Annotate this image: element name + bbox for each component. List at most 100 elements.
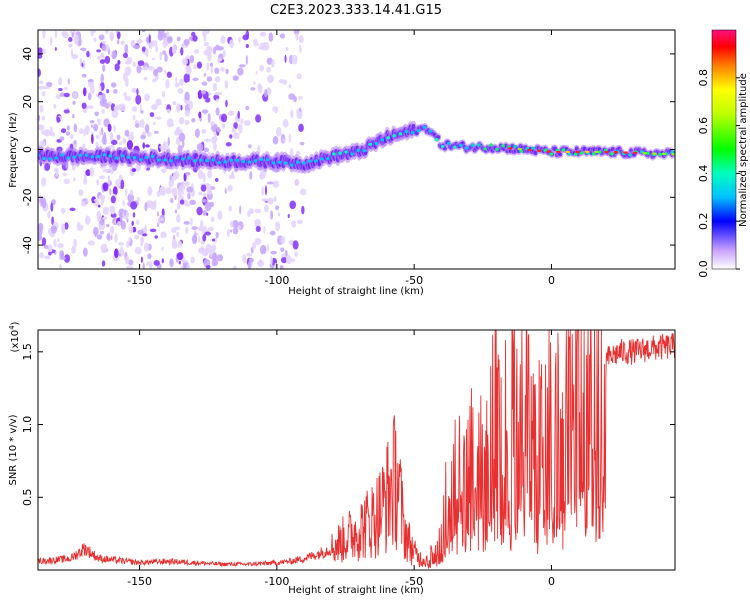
spectral-blob — [178, 132, 186, 142]
spectral-blob — [202, 234, 207, 242]
spectral-blob — [183, 73, 189, 84]
spectral-blob — [200, 240, 205, 245]
spectral-blob — [266, 181, 274, 185]
ridge-core — [193, 159, 197, 163]
spectral-blob — [229, 134, 233, 139]
y-tick-label: 1.0 — [21, 416, 34, 434]
ridge-core — [108, 154, 113, 158]
spectral-blob — [187, 192, 191, 200]
ridge-core — [350, 152, 354, 156]
spectral-blob — [149, 112, 155, 118]
spectral-blob — [194, 232, 197, 243]
spectral-blob — [149, 260, 153, 269]
spectral-blob — [102, 64, 106, 72]
ridge-core — [501, 144, 505, 148]
spectral-blob — [211, 253, 217, 262]
spectral-blob — [277, 212, 281, 217]
spectral-blob — [288, 93, 296, 100]
spectral-blob — [38, 229, 43, 236]
spectral-blob — [147, 186, 153, 197]
ridge-core — [150, 154, 155, 158]
spectral-blob — [109, 31, 115, 42]
spectral-blob — [254, 237, 262, 245]
ridge-core — [658, 152, 662, 156]
spectral-blob — [143, 242, 150, 252]
spectral-blob — [270, 255, 273, 266]
spectral-blob — [282, 138, 285, 142]
spectral-blob — [140, 256, 144, 263]
spectral-blob — [270, 250, 277, 255]
spectral-blob — [39, 80, 44, 85]
spectral-blob — [214, 67, 220, 74]
spectral-blob — [172, 100, 177, 106]
spectral-blob — [207, 51, 212, 62]
spectral-blob — [128, 225, 134, 234]
spectral-blob — [81, 73, 87, 78]
spectral-blob — [148, 34, 151, 44]
spectral-blob — [201, 128, 207, 134]
spectral-blob — [114, 63, 120, 72]
spectral-blob — [85, 169, 92, 177]
spectral-blob — [278, 79, 285, 84]
ridge-peak — [565, 150, 571, 154]
spectral-blob — [270, 210, 274, 220]
spectrogram-y-ticks: -40 -20 0 20 40 — [21, 47, 675, 254]
spectral-blob — [72, 92, 78, 99]
spectral-blob — [263, 225, 266, 234]
spectral-blob — [178, 260, 181, 265]
spectral-blob — [152, 57, 155, 61]
spectral-blob — [180, 47, 184, 56]
spectral-blob — [71, 53, 79, 60]
colorbar: 0.0 0.2 0.4 0.6 0.8 Normalized spectral ampl… — [697, 29, 749, 278]
spectral-blob — [123, 52, 128, 59]
ridge-core — [169, 159, 173, 163]
spectral-blob — [64, 222, 69, 230]
spectral-blob — [130, 131, 134, 136]
spectral-blob — [229, 229, 233, 233]
spectral-blob — [122, 199, 125, 207]
spectral-blob — [62, 172, 68, 176]
spectral-blob — [203, 72, 207, 77]
spectral-blob — [213, 142, 217, 151]
spectral-blob — [116, 39, 120, 45]
spectral-blob — [232, 265, 237, 269]
ridge-core — [374, 141, 379, 146]
spectral-blob — [116, 31, 121, 40]
ridge-core — [114, 156, 119, 160]
ridge-core — [54, 156, 58, 160]
spectral-blob — [39, 252, 44, 259]
spectral-blob — [156, 211, 159, 217]
spectral-blob — [248, 144, 252, 149]
spectral-blob — [117, 241, 124, 246]
spectral-blob — [220, 113, 228, 123]
spectral-blob — [124, 43, 129, 54]
spectral-blob — [221, 123, 226, 129]
spectral-blob — [131, 220, 134, 227]
spectral-blob — [73, 177, 76, 182]
spectral-blob — [48, 251, 52, 256]
spectral-blob — [86, 198, 89, 203]
spectral-blob — [81, 62, 84, 67]
x-tick-label: -150 — [127, 274, 152, 287]
spectral-blob — [58, 77, 63, 86]
spectral-blob — [290, 258, 296, 263]
spectral-blob — [54, 30, 58, 39]
spectral-blob — [49, 130, 54, 137]
spectral-blob — [99, 59, 106, 64]
spectral-blob — [214, 76, 221, 83]
spectral-blob — [107, 175, 111, 185]
spectral-blob — [154, 130, 159, 134]
spectral-blob — [107, 232, 111, 242]
spectral-blob — [214, 177, 219, 182]
spectral-blob — [84, 125, 90, 136]
ridge-core — [416, 129, 421, 133]
spectral-blob — [64, 254, 71, 263]
spectral-blob — [125, 77, 129, 87]
ridge-peak — [575, 150, 580, 154]
spectral-blob — [289, 200, 297, 210]
spectral-blob — [101, 44, 107, 52]
spectral-blob — [274, 262, 277, 269]
spectral-blob — [271, 59, 275, 68]
spectral-blob — [233, 122, 238, 130]
colorbar-label: Normalized spectral amplitude — [738, 73, 749, 227]
